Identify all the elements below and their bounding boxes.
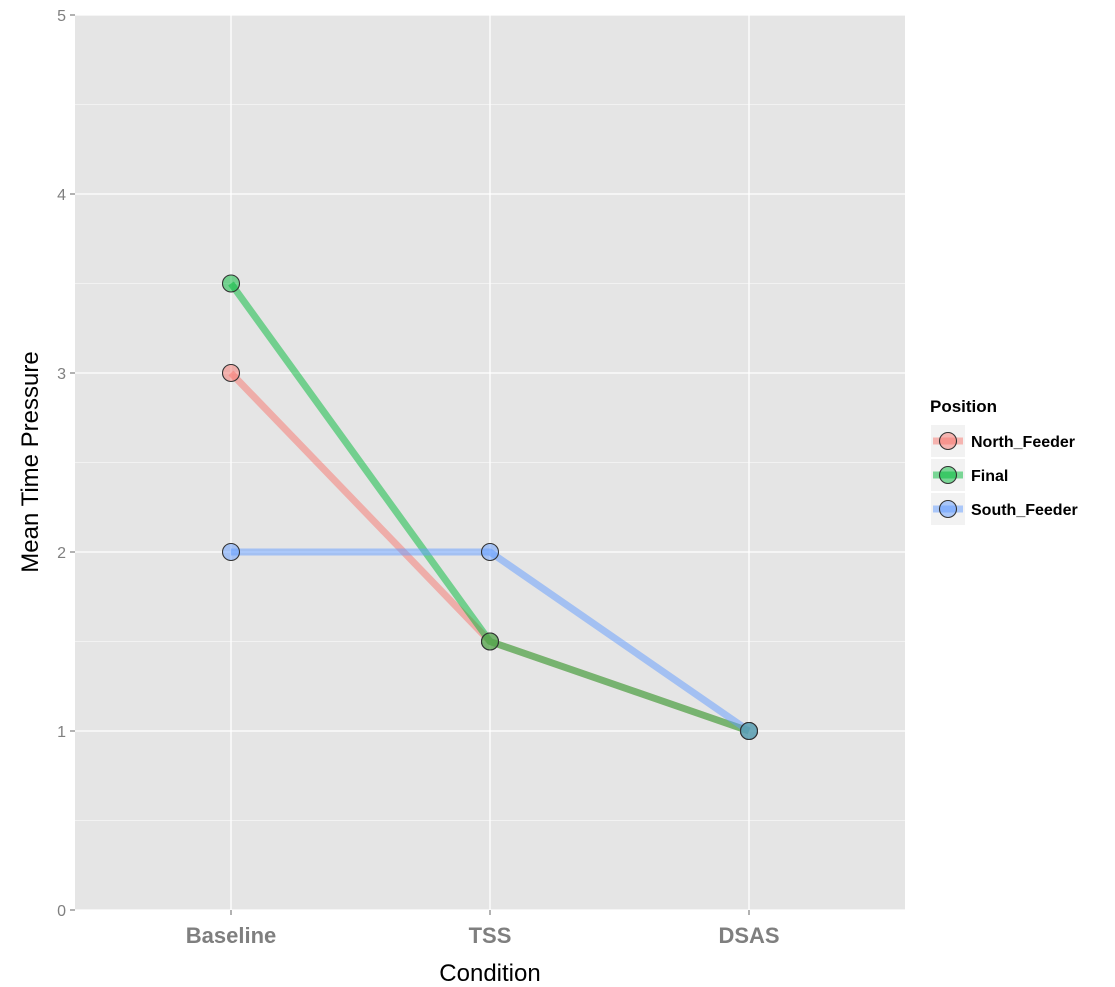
legend-title: Position: [930, 397, 997, 416]
data-point-south-feeder: [480, 542, 500, 562]
legend-entry-final: Final: [931, 459, 1008, 491]
data-point-final: [221, 274, 241, 293]
grid-lines: [75, 14, 905, 911]
y-tick-labels: 0 1 2 3 4 5: [57, 8, 66, 920]
legend-entries: North_Feeder Final South_Feeder: [931, 425, 1078, 525]
y-tick-label: 3: [57, 366, 66, 383]
x-tick-label: Baseline: [186, 923, 277, 948]
x-tick-labels: Baseline TSS DSAS: [186, 923, 780, 948]
legend-key-point: [938, 499, 958, 519]
legend-label: South_Feeder: [971, 502, 1078, 519]
axis-tick-marks: [70, 14, 750, 915]
x-axis-title: Condition: [439, 960, 540, 987]
data-point-north-feeder: [221, 363, 241, 383]
y-tick-label: 2: [57, 545, 66, 562]
legend-key-point: [938, 465, 958, 485]
data-point-final: [480, 632, 500, 651]
legend-label: North_Feeder: [971, 434, 1075, 451]
legend-label: Final: [971, 468, 1008, 485]
y-tick-label: 1: [57, 724, 66, 741]
legend-key-point: [938, 431, 958, 451]
y-tick-label: 4: [57, 187, 66, 204]
series-points: [221, 274, 759, 741]
legend-entry-south-feeder: South_Feeder: [931, 493, 1078, 525]
legend: Position North_Feeder Final South_Feeder: [930, 397, 1078, 525]
y-axis-title: Mean Time Pressure: [17, 351, 44, 572]
x-tick-label: TSS: [469, 923, 512, 948]
y-tick-label: 0: [57, 903, 66, 920]
x-tick-label: DSAS: [718, 923, 779, 948]
data-point-south-feeder: [221, 542, 241, 562]
data-point-south-feeder: [739, 721, 759, 741]
y-tick-label: 5: [57, 8, 66, 25]
legend-entry-north-feeder: North_Feeder: [931, 425, 1075, 457]
